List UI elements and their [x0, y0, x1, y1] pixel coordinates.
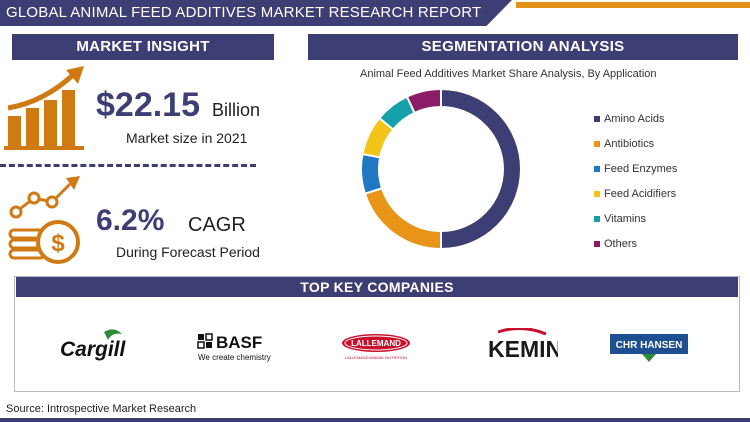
- lallemand-logo-text: LALLEMAND: [351, 339, 401, 348]
- cargill-logo-text: Cargill: [60, 338, 127, 361]
- chart-title: Animal Feed Additives Market Share Analy…: [360, 68, 657, 80]
- donut-slice-feed-enzymes: [360, 152, 384, 195]
- dollar-coins-icon: $: [6, 172, 92, 268]
- legend-swatch: [594, 215, 600, 222]
- legend-label: Antibiotics: [604, 137, 655, 150]
- legend-swatch: [594, 190, 600, 197]
- cagr-caption: During Forecast Period: [116, 244, 260, 260]
- legend-swatch: [594, 165, 600, 172]
- chart-legend: Amino Acids Antibiotics Feed Enzymes Feed A…: [594, 106, 677, 256]
- legend-label: Vitamins: [604, 212, 646, 225]
- donut-slice-antibiotics: [363, 186, 442, 251]
- top-companies-heading: TOP KEY COMPANIES: [16, 277, 738, 297]
- legend-item-others: Others: [594, 231, 677, 256]
- market-size-caption: Market size in 2021: [126, 130, 248, 146]
- market-size-unit: Billion: [212, 100, 261, 120]
- legend-label: Amino Acids: [604, 112, 665, 125]
- basf-logo: BASF We create chemistry: [196, 330, 276, 364]
- segmentation-heading: SEGMENTATION ANALYSIS: [308, 34, 738, 60]
- title-accent-bar: [516, 2, 750, 8]
- legend-item-feed-acidifiers: Feed Acidifiers: [594, 181, 677, 206]
- lallemand-tagline: LALLEMAND ANIMAL NUTRITION: [345, 355, 407, 360]
- legend-swatch: [594, 140, 600, 147]
- page-title: GLOBAL ANIMAL FEED ADDITIVES MARKET RESE…: [6, 4, 482, 21]
- legend-item-antibiotics: Antibiotics: [594, 131, 677, 156]
- growth-bar-chart-icon: [4, 64, 94, 154]
- legend-label: Feed Enzymes: [604, 162, 678, 175]
- cargill-logo: Cargill: [58, 328, 138, 362]
- svg-text:$: $: [51, 230, 65, 257]
- cagr-value: 6.2%: [96, 204, 165, 237]
- basf-tagline: We create chemistry: [198, 353, 271, 362]
- lallemand-logo: LALLEMAND LALLEMAND ANIMAL NUTRITION: [338, 332, 414, 362]
- market-insight-heading: MARKET INSIGHT: [12, 34, 274, 60]
- donut-slice-amino-acids: [440, 87, 522, 251]
- legend-swatch: [594, 240, 600, 247]
- kemin-logo: KEMIN: [486, 327, 562, 362]
- bottom-bar: [0, 418, 750, 422]
- basf-logo-text: BASF: [216, 333, 262, 352]
- cagr-label: CAGR: [188, 214, 246, 236]
- legend-item-vitamins: Vitamins: [594, 206, 677, 231]
- chr-hansen-logo: CHR HANSEN: [608, 332, 690, 364]
- legend-item-feed-enzymes: Feed Enzymes: [594, 156, 677, 181]
- kemin-logo-text: KEMIN: [488, 336, 558, 362]
- legend-label: Feed Acidifiers: [604, 187, 677, 200]
- title-banner: [0, 0, 512, 26]
- donut-slice-others: [405, 87, 442, 115]
- market-size-value: $22.15: [96, 86, 200, 124]
- chr-hansen-logo-text: CHR HANSEN: [616, 340, 683, 351]
- companies-frame: [14, 276, 740, 392]
- donut-chart: [360, 87, 522, 251]
- section-divider: [0, 164, 256, 167]
- legend-item-amino-acids: Amino Acids: [594, 106, 677, 131]
- legend-label: Others: [604, 237, 638, 250]
- legend-swatch: [594, 115, 600, 122]
- source-note: Source: Introspective Market Research: [6, 403, 197, 415]
